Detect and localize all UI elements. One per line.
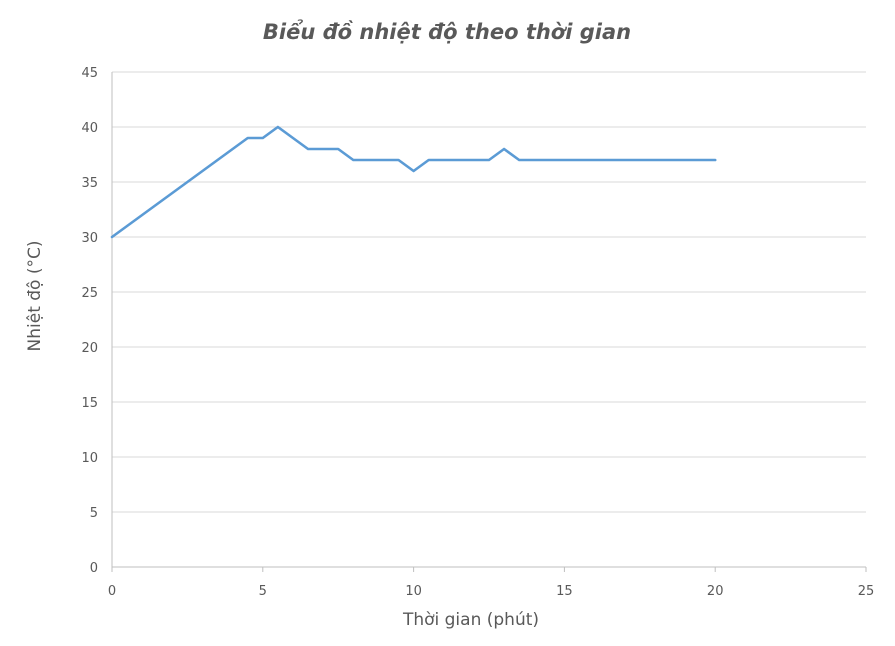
y-tick-label: 15: [81, 396, 98, 411]
y-tick-label: 5: [90, 506, 98, 521]
y-tick-label: 10: [81, 451, 98, 466]
y-axis-title: Nhiệt độ (°C): [25, 241, 45, 352]
x-tick-label: 20: [707, 584, 724, 599]
x-tick-label: 0: [108, 584, 116, 599]
x-tick-label: 10: [405, 584, 422, 599]
x-tick-label: 25: [858, 584, 875, 599]
y-tick-label: 25: [81, 286, 98, 301]
y-tick-label: 45: [81, 66, 98, 81]
x-tick-label: 5: [259, 584, 267, 599]
series-line-0: [110, 125, 717, 239]
series-layer: [110, 125, 717, 239]
y-tick-label: 30: [81, 231, 98, 246]
chart-title: Biểu đồ nhiệt độ theo thời gian: [263, 19, 631, 44]
tick-labels: 0 5 10 15 20 25 30 35 40 45 0 5 10 15 20 25: [81, 66, 874, 599]
y-tick-label: 35: [81, 176, 98, 191]
y-tick-label: 40: [81, 121, 98, 136]
y-tick-label: 0: [90, 561, 98, 576]
gridlines: [111, 71, 867, 572]
x-axis-title: Thời gian (phút): [402, 610, 539, 630]
y-tick-label: 20: [81, 341, 98, 356]
x-tick-label: 15: [556, 584, 573, 599]
